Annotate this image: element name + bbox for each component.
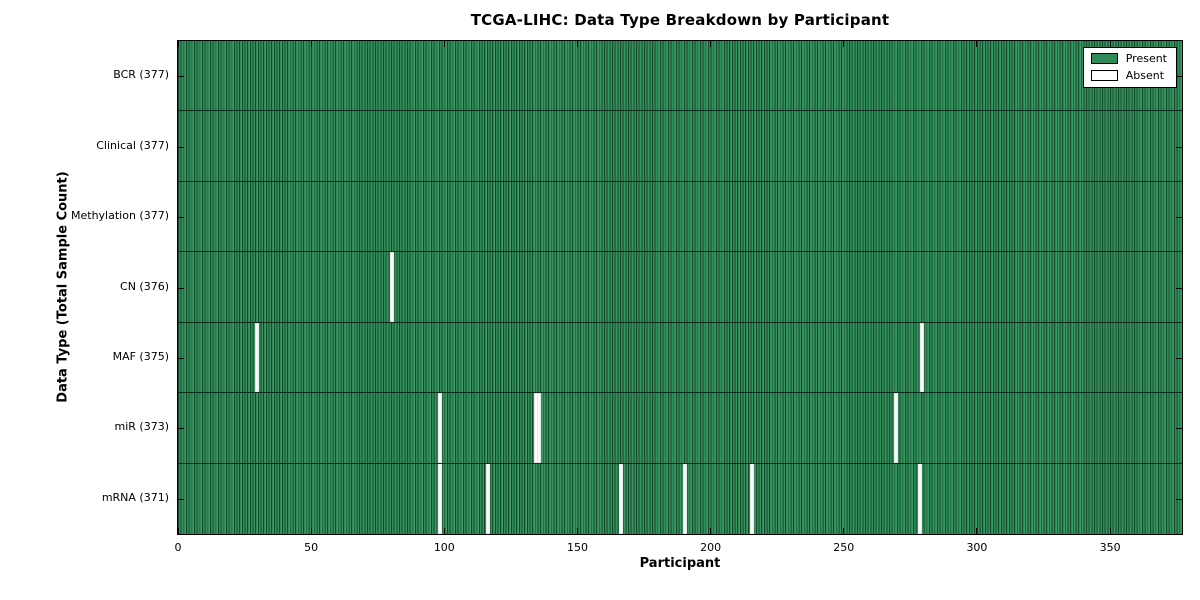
x-tick-label-50: 50 bbox=[304, 541, 319, 554]
legend-present-label: Present bbox=[1125, 52, 1167, 65]
x-tick-label-0: 0 bbox=[174, 541, 182, 554]
x-tick-top-100 bbox=[443, 41, 445, 47]
x-axis-label: Participant bbox=[639, 556, 721, 571]
absent-gap-cn-80 bbox=[390, 252, 395, 322]
x-tick-bottom-350 bbox=[1109, 528, 1111, 534]
y-tick-right-maf bbox=[1176, 357, 1182, 359]
absent-gap-mir-134 bbox=[534, 393, 539, 463]
x-tick-bottom-150 bbox=[576, 528, 578, 534]
absent-gap-maf-29 bbox=[254, 322, 259, 393]
y-tick-label-mir: miR (373) bbox=[114, 420, 170, 434]
row-mrna bbox=[178, 463, 1182, 534]
row-maf bbox=[178, 322, 1182, 394]
absent-gap-mrna-215 bbox=[749, 463, 754, 534]
absent-gap-maf-279 bbox=[920, 322, 925, 393]
absent-gap-mrna-98 bbox=[438, 463, 443, 534]
y-tick-left-cn bbox=[178, 287, 184, 289]
x-tick-top-200 bbox=[710, 41, 712, 47]
x-tick-bottom-100 bbox=[443, 528, 445, 534]
y-tick-label-clinical: Clinical (377) bbox=[96, 138, 169, 152]
chart-title: TCGA-LIHC: Data Type Breakdown by Partic… bbox=[470, 11, 890, 29]
y-tick-left-mir bbox=[178, 428, 184, 430]
y-tick-right-mir bbox=[1176, 428, 1182, 430]
x-tick-bottom-50 bbox=[310, 528, 312, 534]
row-bcr bbox=[178, 41, 1182, 112]
row-methylation bbox=[178, 181, 1182, 253]
absent-gap-mrna-166 bbox=[619, 463, 624, 534]
x-tick-label-250: 250 bbox=[833, 541, 855, 554]
legend-entry-absent: Absent bbox=[1090, 69, 1167, 82]
absent-gap-mrna-190 bbox=[683, 463, 688, 534]
x-tick-top-0 bbox=[178, 41, 179, 47]
absent-gap-mrna-116 bbox=[486, 463, 491, 534]
x-tick-top-300 bbox=[976, 41, 978, 47]
y-tick-right-methylation bbox=[1176, 217, 1182, 219]
y-tick-right-cn bbox=[1176, 287, 1182, 289]
y-tick-label-mrna: mRNA (371) bbox=[101, 490, 169, 504]
plot-area: Present Absent bbox=[177, 40, 1183, 535]
x-tick-bottom-0 bbox=[178, 528, 179, 534]
absent-gap-mrna-278 bbox=[917, 463, 922, 534]
x-tick-top-50 bbox=[310, 41, 312, 47]
y-tick-left-clinical bbox=[178, 146, 184, 148]
absent-gap-mir-98 bbox=[438, 393, 443, 463]
y-tick-left-mrna bbox=[178, 498, 184, 500]
absent-gap-mir-269 bbox=[893, 393, 898, 463]
y-tick-left-methylation bbox=[178, 217, 184, 219]
x-tick-label-200: 200 bbox=[700, 541, 722, 554]
y-tick-label-cn: CN (376) bbox=[120, 279, 169, 293]
legend-absent-label: Absent bbox=[1125, 69, 1165, 82]
row-mir bbox=[178, 393, 1182, 464]
y-tick-label-maf: MAF (375) bbox=[112, 349, 169, 363]
y-tick-label-methylation: Methylation (377) bbox=[71, 209, 169, 223]
x-tick-bottom-250 bbox=[843, 528, 845, 534]
y-tick-left-maf bbox=[178, 357, 184, 359]
y-tick-right-bcr bbox=[1176, 76, 1182, 78]
y-tick-right-clinical bbox=[1176, 146, 1182, 148]
x-tick-label-350: 350 bbox=[1099, 541, 1121, 554]
x-tick-top-250 bbox=[843, 41, 845, 47]
x-tick-top-350 bbox=[1109, 41, 1111, 47]
legend-present-swatch bbox=[1090, 53, 1118, 64]
y-tick-left-bcr bbox=[178, 76, 184, 78]
absent-gap-mir-135 bbox=[536, 393, 541, 463]
x-tick-bottom-200 bbox=[710, 528, 712, 534]
legend: Present Absent bbox=[1082, 47, 1177, 88]
x-tick-label-150: 150 bbox=[566, 541, 588, 554]
x-tick-bottom-300 bbox=[976, 528, 978, 534]
legend-entry-present: Present bbox=[1090, 52, 1167, 65]
legend-absent-swatch bbox=[1090, 70, 1118, 81]
y-tick-right-mrna bbox=[1176, 498, 1182, 500]
x-tick-label-300: 300 bbox=[966, 541, 988, 554]
row-clinical bbox=[178, 111, 1182, 182]
x-tick-top-150 bbox=[576, 41, 578, 47]
y-tick-label-bcr: BCR (377) bbox=[113, 68, 169, 82]
row-cn bbox=[178, 252, 1182, 323]
x-tick-label-100: 100 bbox=[433, 541, 455, 554]
